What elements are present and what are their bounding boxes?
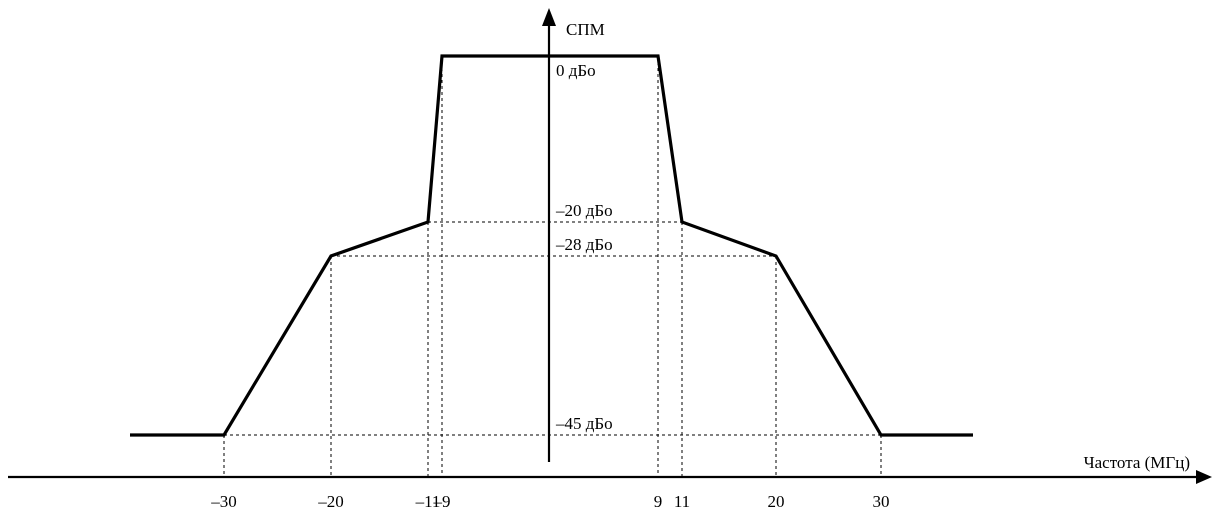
tick-label: –9	[433, 492, 451, 511]
tick-label: –20	[317, 492, 344, 511]
frequency-axis-label: Частота (МГц)	[1084, 453, 1190, 472]
tick-label: –30	[210, 492, 237, 511]
psd-axis-label: СПМ	[566, 20, 605, 39]
spectral-mask	[130, 54, 973, 437]
spectral-mask-line	[130, 54, 973, 437]
guide-lines	[223, 55, 882, 477]
tick-label: 30	[873, 492, 890, 511]
labels: 0 дБо –20 дБо –28 дБо –45 дБо –30 –20 –11–9 9 11…	[210, 61, 889, 511]
level-label: 0 дБо	[556, 61, 596, 80]
tick-label: –11	[415, 492, 441, 511]
tick-label: 9	[654, 492, 663, 511]
axes: СПМ Частота (МГц)	[8, 8, 1212, 484]
level-label: –45 дБо	[555, 414, 613, 433]
level-label: –28 дБо	[555, 235, 613, 254]
frequency-axis-arrowhead	[1196, 470, 1212, 484]
tick-label: 11	[674, 492, 690, 511]
tick-label: 20	[768, 492, 785, 511]
psd-axis-arrowhead	[542, 8, 556, 26]
level-label: –20 дБо	[555, 201, 613, 220]
